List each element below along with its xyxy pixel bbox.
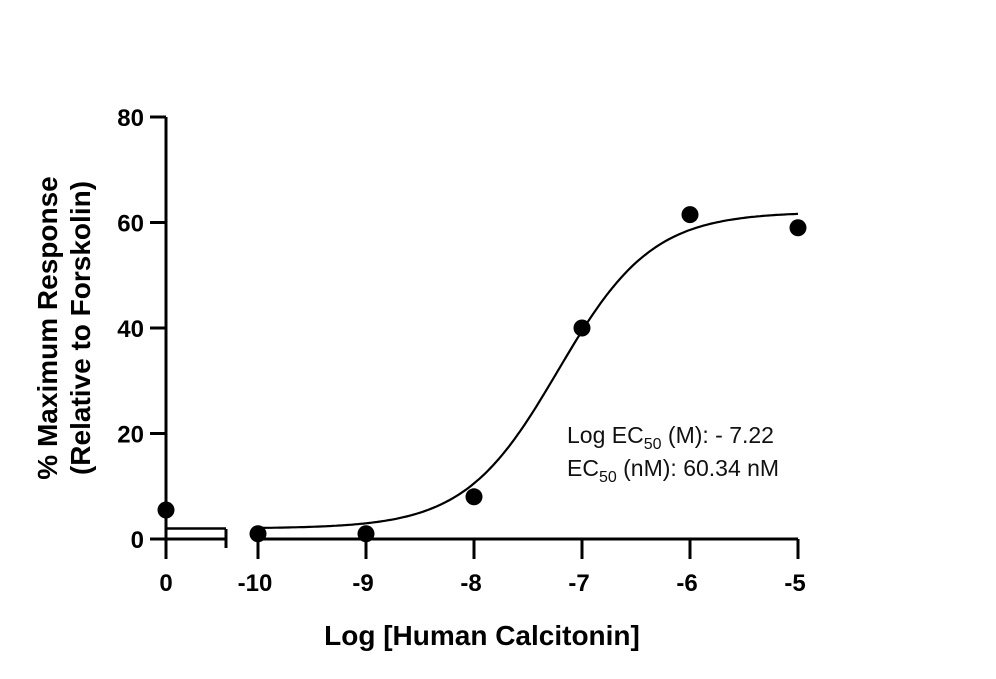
data-point-marker	[357, 525, 375, 543]
x-tick-label: 0	[159, 570, 172, 597]
y-axis-title-line1: % Maximum Response	[32, 176, 63, 479]
fit-curve	[258, 212, 799, 529]
sigmoid-fit-path	[258, 212, 799, 529]
x-tick-label: -10	[238, 570, 273, 597]
y-tick-label: 0	[131, 527, 144, 554]
x-tick-label: -6	[676, 570, 697, 597]
data-points	[157, 206, 807, 543]
ec50-annotation: EC50 (nM): 60.34 nM	[567, 455, 779, 486]
y-tick-label: 20	[117, 422, 144, 449]
log-ec50-annotation: Log EC50 (M): - 7.22	[567, 422, 774, 453]
x-tick-label: -8	[460, 570, 481, 597]
data-point-marker	[573, 319, 591, 337]
data-point-marker	[789, 219, 807, 237]
data-point-marker	[249, 525, 267, 543]
x-axis: 0 -10 -9 -8 -7 -6 -5	[159, 527, 806, 597]
x-axis-title: Log [Human Calcitonin]	[324, 620, 640, 651]
data-point-marker	[157, 501, 175, 519]
y-tick-label: 40	[117, 316, 144, 343]
y-tick-label: 60	[117, 211, 144, 238]
x-tick-label: -7	[568, 570, 589, 597]
y-tick-label: 80	[117, 105, 144, 132]
data-point-marker	[465, 488, 483, 506]
x-tick-label: -9	[352, 570, 373, 597]
x-tick-label: -5	[784, 570, 805, 597]
y-axis: 0 20 40 60 80	[117, 105, 168, 559]
y-axis-title-line2: (Relative to Forskolin)	[65, 181, 96, 475]
data-point-marker	[681, 206, 699, 224]
